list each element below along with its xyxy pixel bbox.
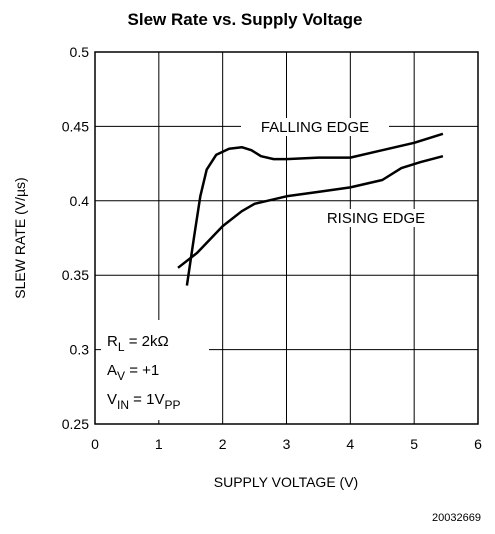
- x-tick-label: 2: [219, 436, 227, 452]
- y-tick-label: 0.5: [70, 44, 90, 60]
- annotation-text: = 1V: [129, 391, 164, 408]
- annotation-subscript: PP: [164, 398, 180, 412]
- y-axis-label: SLEW RATE (V/µs): [12, 177, 28, 298]
- annotation-text: A: [107, 362, 117, 379]
- y-tick-label: 0.4: [70, 193, 90, 209]
- annotation-subscript: V: [117, 369, 125, 383]
- annotation-text: = 2kΩ: [125, 333, 169, 350]
- x-tick-label: 1: [155, 436, 163, 452]
- x-tick-label: 3: [283, 436, 291, 452]
- series-label: FALLING EDGE: [261, 119, 369, 136]
- y-tick-label: 0.25: [62, 416, 89, 432]
- annotation: VIN = 1VPP: [107, 391, 180, 412]
- annotation-text: R: [107, 333, 118, 350]
- series-label-bg: [309, 209, 443, 227]
- annotation-subscript: IN: [117, 398, 129, 412]
- chart-title: Slew Rate vs. Supply Voltage: [128, 10, 363, 29]
- y-tick-label: 0.35: [62, 267, 89, 283]
- x-tick-label: 4: [346, 436, 354, 452]
- x-tick-label: 6: [474, 436, 482, 452]
- series-label: RISING EDGE: [327, 210, 425, 227]
- y-tick-label: 0.45: [62, 118, 89, 134]
- x-tick-label: 0: [91, 436, 99, 452]
- x-axis-label: SUPPLY VOLTAGE (V): [214, 474, 358, 490]
- annotation-text: V: [107, 391, 117, 408]
- y-tick-label: 0.3: [70, 342, 90, 358]
- data-line: [185, 132, 444, 286]
- annotation-bg: [101, 320, 209, 420]
- series-label-bg: [241, 118, 389, 136]
- data-line: [177, 154, 444, 269]
- annotation-text: = +1: [125, 362, 159, 379]
- annotation-subscript: L: [118, 340, 125, 354]
- footnote: 20032669: [432, 512, 481, 524]
- annotation: RL = 2kΩ: [107, 333, 169, 354]
- x-tick-label: 5: [410, 436, 418, 452]
- plot-frame: [94, 51, 479, 425]
- annotation: AV = +1: [107, 362, 159, 383]
